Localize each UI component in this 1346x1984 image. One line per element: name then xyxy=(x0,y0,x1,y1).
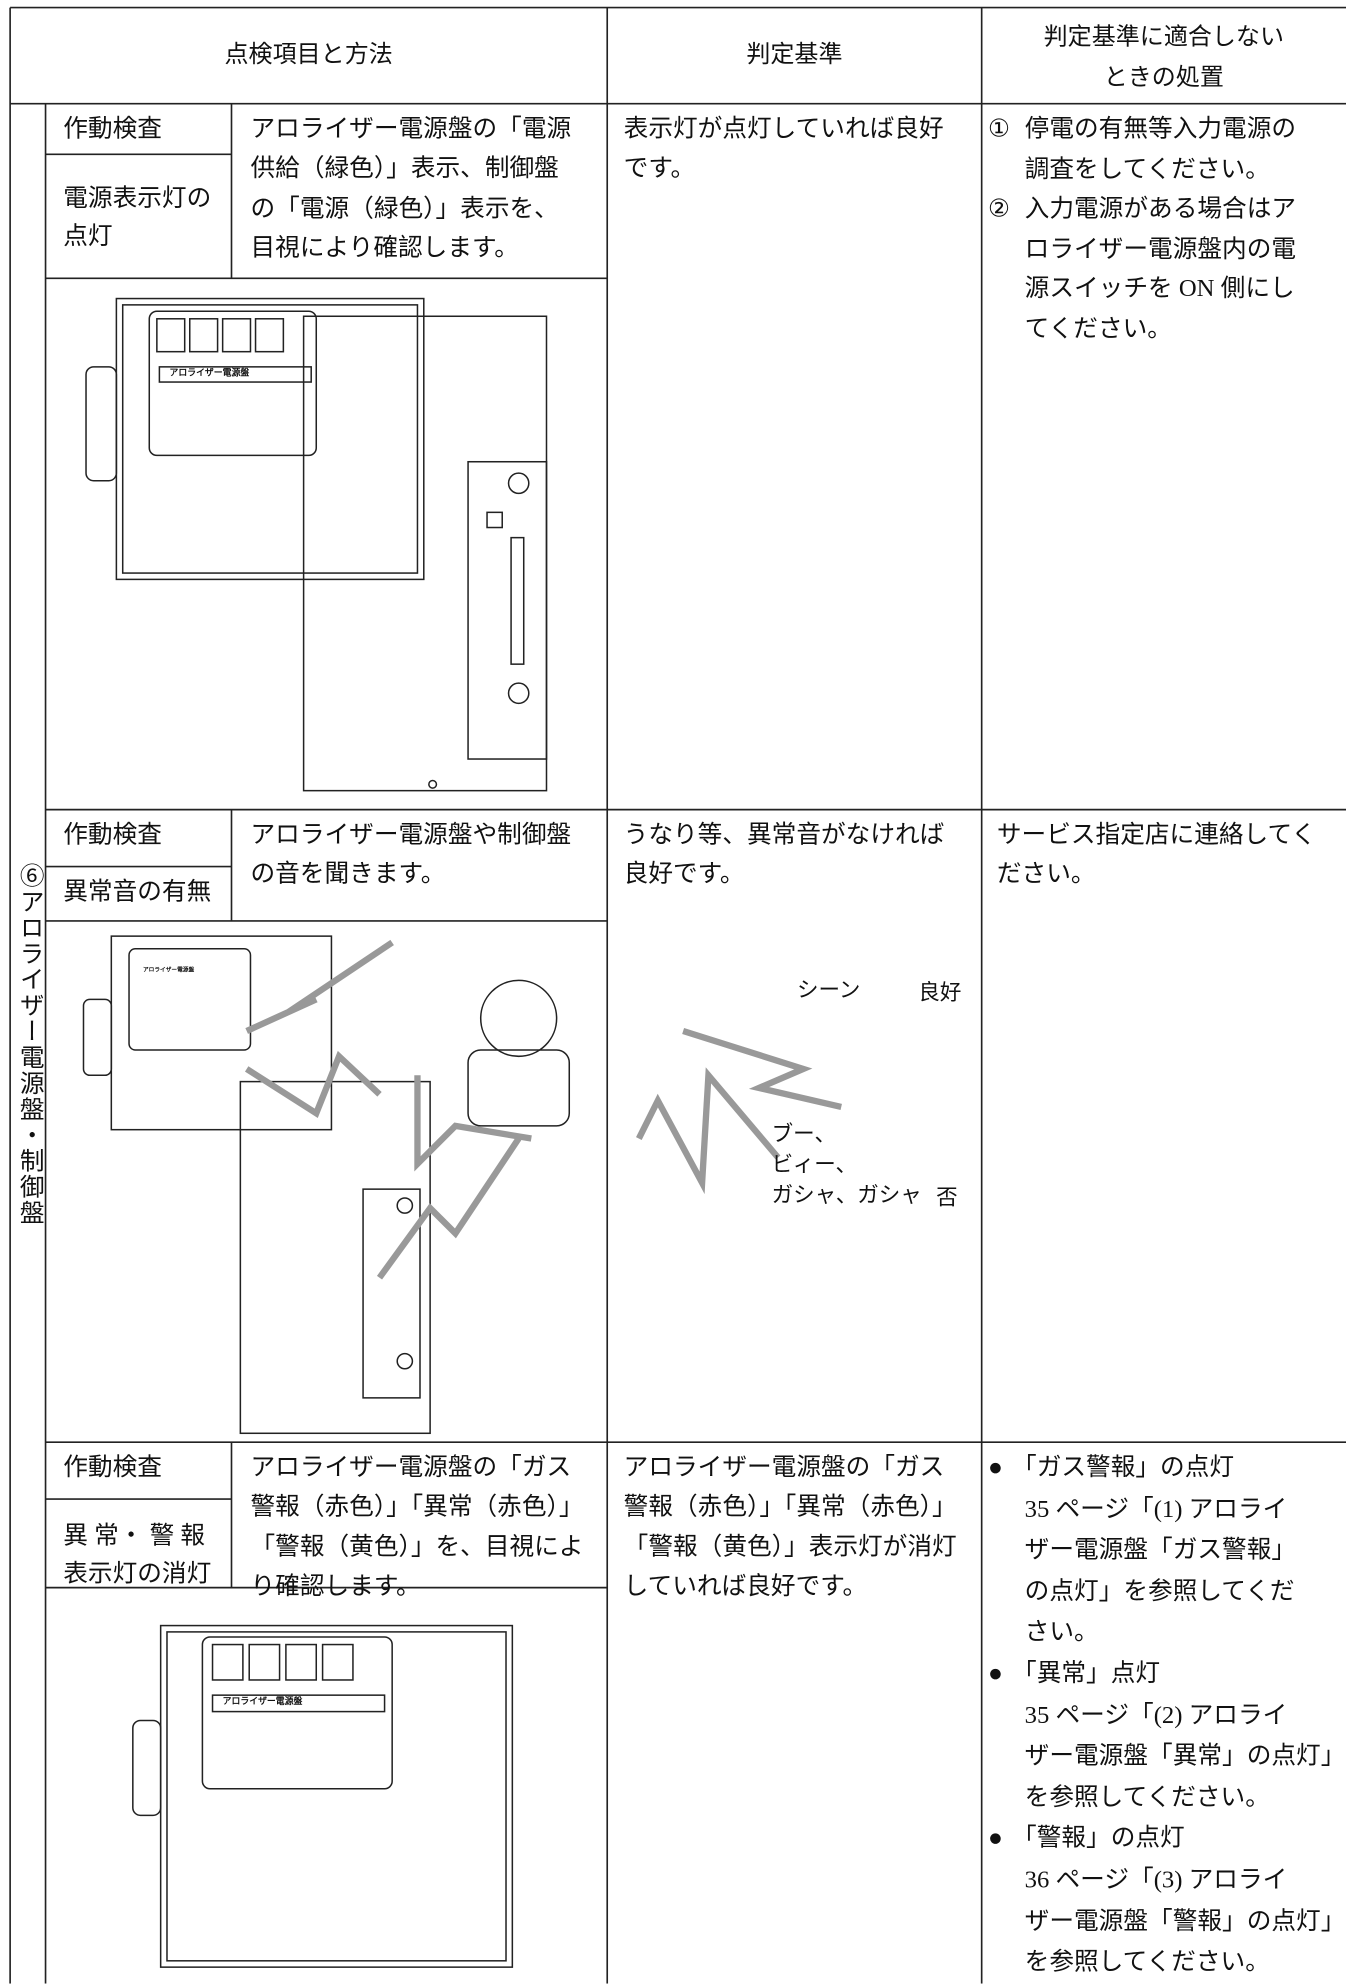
illustration-3 xyxy=(132,1624,514,1968)
figure-text: 良好 xyxy=(918,980,962,1005)
figure-text: シーン xyxy=(796,977,861,1002)
criteria-text: していれば良好です。 xyxy=(623,1573,868,1601)
header-cell: 点検項目と方法 xyxy=(224,41,393,69)
check-item: 異常音の有無 xyxy=(63,879,212,906)
method-text: の「電源（緑色）」表示を、 xyxy=(250,195,559,223)
panel-label: アロライザー電源盤 xyxy=(142,966,195,973)
panel-label: アロライザー電源盤 xyxy=(222,1697,303,1707)
action-text: 35 ページ「(2) アロライ xyxy=(1024,1702,1288,1729)
method-text: アロライザー電源盤の「ガス xyxy=(250,1454,572,1482)
figure-text: ブー、 xyxy=(771,1122,836,1147)
action-mark: ● xyxy=(987,1454,1003,1482)
method-text: アロライザー電源盤や制御盤 xyxy=(250,822,572,849)
figure-text: ガシャ、ガシャ xyxy=(771,1182,922,1207)
method-text: り確認します。 xyxy=(250,1573,421,1601)
action-mark: ● xyxy=(987,1825,1003,1853)
action-text: 入力電源がある場合はア xyxy=(1024,196,1297,223)
action-text: ださい。 xyxy=(996,861,1096,889)
check-type: 作動検査 xyxy=(63,116,162,143)
figure-text: ビィー、 xyxy=(771,1152,858,1177)
criteria-text: 「警報（黄色）」表示灯が消灯 xyxy=(623,1533,957,1561)
method-text: 「警報（黄色）」を、目視によ xyxy=(250,1533,584,1561)
action-text: さい。 xyxy=(1024,1619,1099,1647)
criteria-text: です。 xyxy=(623,155,696,183)
action-text: を参照してください。 xyxy=(1024,1949,1270,1977)
panel-label: アロライザー電源盤 xyxy=(169,369,250,379)
check-type: 作動検査 xyxy=(63,822,162,849)
criteria-text: うなり等、異常音がなければ xyxy=(623,822,945,849)
check-item: 異 常・ 警 報 xyxy=(63,1523,206,1550)
method-text: の音を聞きます。 xyxy=(250,861,446,889)
action-text: てください。 xyxy=(1024,316,1172,343)
action-mark: ● xyxy=(987,1660,1003,1688)
action-text: 調査をしてください。 xyxy=(1024,156,1270,183)
action-text: 35 ページ「(1) アロライ xyxy=(1024,1496,1288,1523)
action-text: 「異常」点灯 xyxy=(1012,1660,1161,1688)
figure-text: 否 xyxy=(936,1185,958,1210)
table-borders xyxy=(9,6,1346,1984)
check-item: 点灯 xyxy=(63,223,113,251)
method-text: 供給（緑色）」表示、制御盤 xyxy=(250,155,559,183)
action-text: 源スイッチを ON 側にし xyxy=(1024,276,1295,303)
action-text: ザー電源盤「ガス警報」 xyxy=(1024,1537,1297,1564)
check-type: 作動検査 xyxy=(63,1454,162,1482)
illustration-2 xyxy=(82,935,842,1435)
action-text: ザー電源盤「異常」の点灯」 xyxy=(1024,1743,1346,1771)
action-text: ザー電源盤「警報」の点灯」 xyxy=(1024,1908,1346,1935)
action-text: 「警報」の点灯 xyxy=(1012,1825,1185,1853)
action-mark: ① xyxy=(987,116,1011,143)
criteria-text: 良好です。 xyxy=(623,861,745,889)
action-text: 「ガス警報」の点灯 xyxy=(1012,1454,1235,1482)
header-cell: ときの処置 xyxy=(1103,64,1224,92)
action-text: ロライザー電源盤内の電 xyxy=(1024,236,1297,263)
check-item: 電源表示灯の xyxy=(63,185,212,213)
header-cell: 判定基準 xyxy=(746,41,843,69)
action-mark: ② xyxy=(987,196,1011,223)
action-text: サービス指定店に連絡してく xyxy=(996,822,1317,849)
header-cell: 判定基準に適合しない xyxy=(1043,24,1285,51)
check-item: 表示灯の消灯 xyxy=(63,1561,212,1588)
action-text: 36 ページ「(3) アロライ xyxy=(1024,1867,1288,1894)
action-text: 停電の有無等入力電源の xyxy=(1024,116,1297,143)
method-text: アロライザー電源盤の「電源 xyxy=(250,116,572,143)
method-text: 目視により確認します。 xyxy=(250,235,519,262)
action-text: を参照してください。 xyxy=(1024,1784,1270,1812)
criteria-text: アロライザー電源盤の「ガス xyxy=(623,1454,945,1482)
action-text: の点灯」を参照してくだ xyxy=(1024,1578,1295,1606)
illustration-1 xyxy=(85,297,548,792)
section-label: ⑥アロライザー電源盤・制御盤 xyxy=(15,862,42,1226)
criteria-text: 表示灯が点灯していれば良好 xyxy=(623,116,944,143)
criteria-text: 警報（赤色）」「異常（赤色）」 xyxy=(623,1494,957,1521)
method-text: 警報（赤色）」「異常（赤色）」 xyxy=(250,1494,584,1521)
